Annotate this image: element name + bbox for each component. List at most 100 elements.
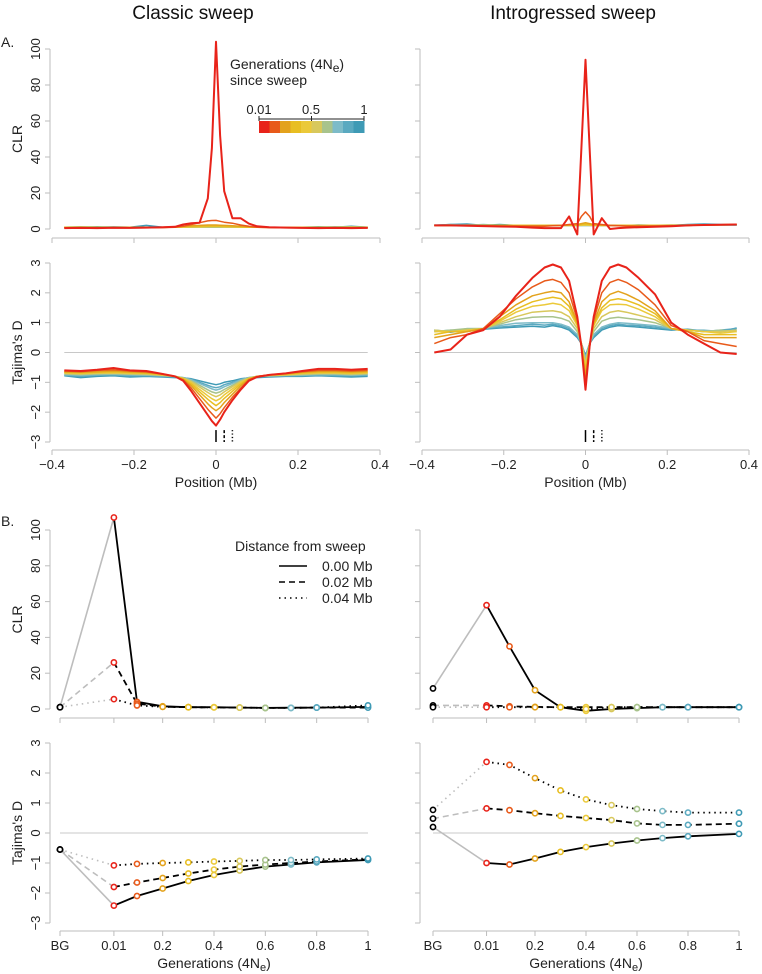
x-tick-label: 0.8 — [679, 938, 697, 953]
y-axis-label: CLR — [9, 125, 25, 153]
series-line-0.01 — [434, 58, 737, 236]
bg-connector-solid — [59, 848, 115, 907]
y-tick-label: 20 — [28, 186, 43, 200]
data-point — [582, 843, 590, 851]
bg-connector-solid — [432, 826, 487, 864]
data-point — [429, 815, 437, 822]
series-line-solid — [113, 859, 369, 907]
x-tick-label: 0.4 — [371, 457, 389, 472]
data-point — [582, 705, 590, 713]
y-tick-label: 2 — [28, 769, 43, 776]
x-tick-label: BG — [51, 938, 70, 953]
x-axis-label-sub: e — [260, 962, 266, 974]
x-axis-label: Position (Mb) — [175, 474, 257, 490]
y-tick-label: −1 — [28, 856, 43, 871]
y-tick-label: 0 — [28, 829, 43, 836]
data-point — [210, 866, 218, 873]
bg-connector-dashed — [59, 848, 115, 888]
data-point — [313, 856, 321, 863]
data-point — [684, 832, 692, 840]
series-line-0.8 — [64, 374, 368, 389]
x-tick-label: 1 — [735, 938, 742, 953]
legend-generations: Generations (4Ne) since sweep 0.01 0.5 1 — [230, 56, 368, 133]
data-point — [483, 703, 490, 711]
data-point — [429, 823, 437, 831]
data-point — [236, 704, 244, 711]
y-tick-label: −2 — [28, 886, 43, 901]
series-line-dashed — [113, 858, 369, 888]
x-tick-label: 1 — [364, 938, 371, 953]
colorbar-label-max: 1 — [360, 102, 367, 117]
y-tick-label: 2 — [28, 289, 43, 296]
data-point — [659, 821, 666, 829]
colorbar-block — [343, 121, 354, 133]
x-tick-label: 0.6 — [256, 938, 274, 953]
data-point — [557, 848, 564, 856]
x-tick-label: 0.6 — [628, 938, 646, 953]
x-tick-label: 0.2 — [658, 457, 676, 472]
data-point — [236, 857, 244, 865]
y-tick-label: 100 — [28, 38, 43, 60]
bg-connector-dashed — [432, 807, 487, 820]
bg-connector-solid — [432, 604, 488, 689]
data-point — [429, 806, 437, 814]
data-point — [184, 870, 192, 877]
data-point — [531, 855, 539, 862]
chart-A-classic-clr: 0 20 40 60 80 100 CLR — [9, 38, 381, 243]
x-tick-label: −0.2 — [121, 457, 147, 472]
legend-label-1: 0.02 Mb — [322, 574, 373, 590]
data-point — [159, 874, 167, 882]
colorbar-block — [332, 121, 344, 133]
data-point — [184, 859, 192, 866]
colorbar-block — [353, 121, 365, 133]
data-point — [684, 809, 692, 816]
colorbar-block — [301, 121, 312, 133]
data-point — [506, 642, 513, 650]
y-tick-label: −3 — [28, 435, 43, 450]
data-point — [364, 855, 372, 862]
data-point — [633, 805, 641, 813]
series-line-dashed — [486, 704, 739, 709]
bg-connector-dotted — [432, 761, 488, 811]
bg-connector-dotted — [59, 848, 115, 867]
chart-A-classic-tajima: −3 −2 −1 0 1 2 3 Tajima's D −0.4 −0.2 0 0.2 0.4 Posit… — [9, 259, 389, 490]
data-point — [159, 859, 167, 867]
data-point — [56, 703, 64, 711]
data-point — [684, 821, 692, 829]
chart-B-introgressed-clr — [415, 529, 743, 723]
series-line-0.01 — [434, 263, 737, 391]
data-point — [261, 704, 269, 712]
data-point — [287, 856, 295, 864]
data-point — [531, 703, 539, 711]
colorbar-label-mid: 0.5 — [302, 102, 320, 117]
x-axis-label-sub: e — [632, 962, 638, 974]
y-tick-label: 3 — [28, 739, 43, 746]
data-point — [659, 807, 666, 815]
y-tick-label: 1 — [28, 799, 43, 806]
x-tick-label: 0.4 — [577, 938, 595, 953]
data-point — [684, 703, 692, 711]
data-point — [110, 862, 118, 869]
data-point — [531, 686, 539, 694]
data-point — [364, 702, 372, 709]
panel-label-a: A. — [1, 34, 14, 50]
data-point — [608, 816, 615, 824]
data-point — [633, 703, 641, 711]
y-tick-label: 0 — [28, 705, 43, 712]
data-point — [56, 846, 64, 853]
legend-generations-subtitle: since sweep — [230, 72, 307, 88]
colorbar-block — [269, 121, 281, 133]
data-point — [110, 902, 118, 909]
data-point — [483, 859, 490, 867]
data-point — [210, 858, 218, 865]
data-point — [133, 702, 141, 709]
data-point — [483, 601, 490, 609]
series-line-0.01 — [64, 367, 368, 427]
data-point — [236, 863, 244, 870]
data-point — [133, 879, 141, 886]
x-tick-label: 0.2 — [526, 938, 544, 953]
data-point — [608, 801, 615, 809]
y-tick-label: 20 — [28, 666, 43, 680]
y-tick-label: −1 — [28, 375, 43, 390]
legend-distance-title: Distance from sweep — [235, 538, 366, 554]
